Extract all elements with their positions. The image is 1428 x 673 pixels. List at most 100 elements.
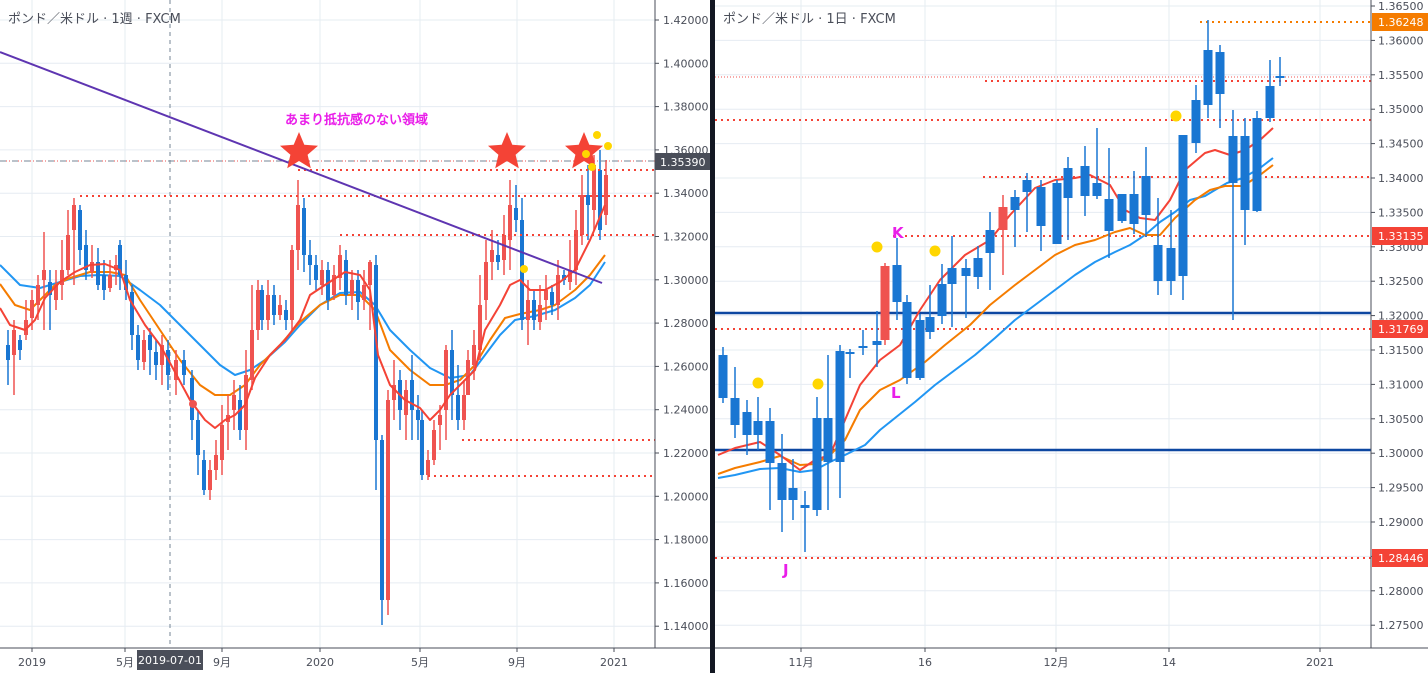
candle-body (78, 210, 82, 250)
candle-body (1104, 199, 1114, 231)
time-tick-label: 9月 (508, 656, 526, 669)
weekly-candles (6, 150, 608, 625)
candle-body (580, 195, 584, 235)
weekly-price-axis[interactable]: 1.420001.400001.380001.360001.340001.320… (654, 0, 710, 673)
candle-body (947, 268, 957, 284)
candle (214, 440, 218, 480)
candle-body (238, 400, 242, 430)
candle-body (260, 290, 264, 320)
candle (1265, 60, 1275, 122)
price-tick-label: 1.35000 (1378, 103, 1424, 116)
weekly-chart-canvas[interactable]: あまり抵抗感のない領域 1.420001.400001.380001.360001… (0, 0, 710, 673)
candle (462, 380, 466, 430)
candle (985, 212, 995, 290)
candle-body (166, 350, 170, 375)
candle-body (296, 205, 300, 250)
candle-body (426, 460, 430, 475)
candle-body (108, 275, 112, 288)
price-tick-label: 1.30000 (663, 274, 709, 287)
candle (124, 260, 128, 300)
candle (314, 255, 318, 290)
candle-body (450, 350, 454, 395)
candle (410, 355, 414, 440)
candle-body (84, 245, 88, 270)
candle (266, 280, 270, 330)
price-tick-label: 1.34000 (663, 187, 709, 200)
candle (1104, 148, 1114, 258)
candle-body (538, 305, 542, 322)
time-tick-label: 14 (1162, 656, 1176, 669)
candle (320, 260, 324, 295)
candle (1252, 111, 1262, 212)
candle (1228, 110, 1238, 320)
candle (478, 275, 482, 360)
candle-body (420, 420, 424, 475)
zone-annotation: あまり抵抗感のない領域 (285, 112, 428, 128)
candle (84, 230, 88, 280)
candle (858, 330, 868, 355)
candle (508, 180, 512, 270)
candle-body (290, 250, 294, 320)
candle-body (1275, 76, 1285, 78)
star-marker-1 (280, 132, 318, 169)
price-tick-label: 1.42000 (663, 14, 709, 27)
candle-body (1117, 194, 1127, 221)
candle-body (356, 280, 360, 302)
candle (514, 185, 518, 232)
candle-body (338, 255, 342, 278)
candle (1117, 194, 1127, 223)
candle (550, 285, 554, 315)
price-tick-label: 1.32500 (1378, 275, 1424, 288)
candle (272, 285, 276, 325)
candle (362, 270, 366, 310)
candle (154, 340, 158, 380)
candle-body (444, 350, 448, 410)
candle-body (753, 421, 763, 435)
candle-body (368, 262, 372, 285)
candle-body (472, 345, 476, 365)
candle (142, 330, 146, 370)
candle (544, 275, 548, 320)
daily-chart-canvas[interactable]: JKL1.365001.360001.355001.350001.345001.… (715, 0, 1428, 673)
weekly-chart-pane[interactable]: あまり抵抗感のない領域 1.42000 1.40000 1.38000 1.36000 1… (0, 0, 710, 673)
signal-dot (582, 150, 590, 158)
current-price-badge (655, 153, 710, 170)
candle-body (302, 208, 306, 255)
candle-body (478, 305, 482, 350)
candle (118, 240, 122, 290)
candle (1153, 198, 1163, 295)
candle-body (1166, 248, 1176, 281)
candle (1275, 57, 1285, 86)
daily-price-axis[interactable]: 1.36500 1.36000 1.35500 1.35000 1.34500 1.340… (1370, 0, 1428, 673)
candle (532, 290, 536, 330)
candle (753, 397, 763, 450)
signal-dot (812, 378, 824, 390)
price-tick-label: 1.31500 (1378, 344, 1424, 357)
candle-body (380, 440, 384, 600)
daily-time-axis[interactable]: 11月 16 12月 14 2021 (715, 647, 1428, 673)
candle (444, 345, 448, 440)
pane-divider[interactable] (710, 0, 715, 673)
time-tick-label: 2020 (306, 656, 334, 669)
price-tick-label: 1.38000 (663, 101, 709, 114)
candle-body (232, 395, 236, 410)
candle-body (208, 470, 212, 490)
daily-chart-pane[interactable]: J K L 1.36500 1.36000 1.35500 1.35000 1.34500 1.… (715, 0, 1428, 673)
candle-body (374, 265, 378, 440)
candle-body (214, 455, 218, 470)
candle (48, 270, 52, 330)
candle (915, 314, 925, 380)
price-tick-label: 1.31000 (1378, 378, 1424, 391)
price-tick-label: 1.30000 (1378, 447, 1424, 460)
candle-body (550, 292, 554, 305)
candle-body (1215, 52, 1225, 94)
candle-body (278, 305, 282, 315)
candle (1010, 190, 1020, 247)
candle-body (718, 355, 728, 398)
weekly-time-axis[interactable]: 2019 5月 9月 2020 5月 9月 2021 2019-07-01 (0, 647, 710, 673)
candle-body (60, 270, 64, 285)
candle (998, 195, 1008, 275)
candle (208, 460, 212, 500)
candle-body (544, 290, 548, 300)
label-l: L (891, 384, 901, 402)
